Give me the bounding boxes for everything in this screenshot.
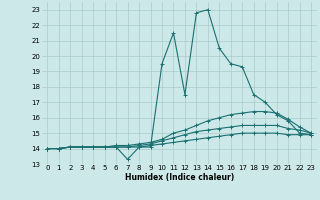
X-axis label: Humidex (Indice chaleur): Humidex (Indice chaleur) [124, 173, 234, 182]
